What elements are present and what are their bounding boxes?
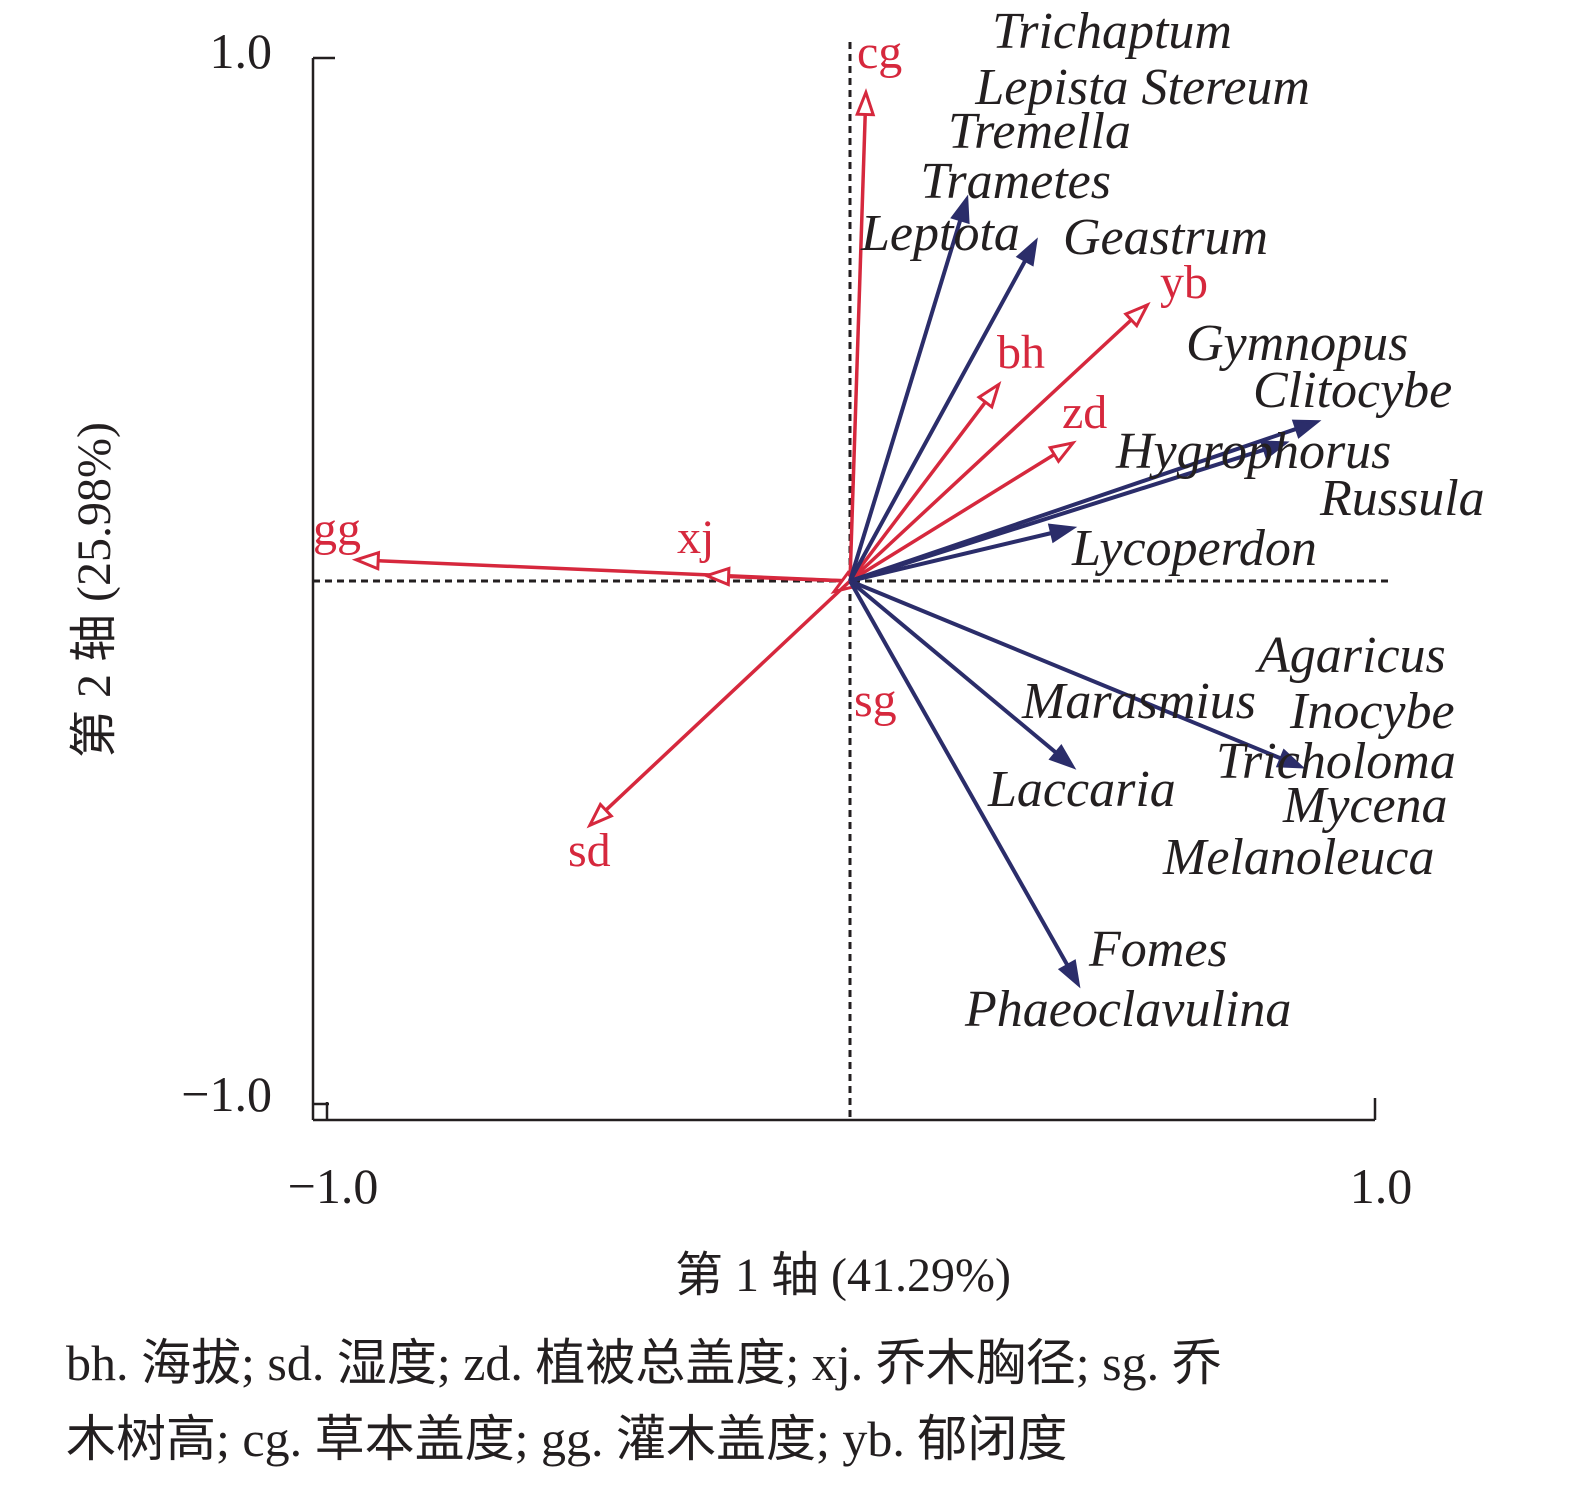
species-arrowhead-tricholoma bbox=[1275, 748, 1306, 769]
species-label: Russula bbox=[1319, 470, 1485, 527]
species-label: Phaeoclavulina bbox=[964, 981, 1291, 1038]
x-tick-label: −1.0 bbox=[288, 1158, 379, 1214]
species-label: Mycena bbox=[1282, 777, 1448, 834]
env-arrowhead-sd bbox=[586, 801, 614, 829]
species-arrowhead-hygrophorus bbox=[1259, 440, 1290, 460]
env-shaft-cg bbox=[848, 114, 867, 582]
species-arrowhead-clitocybe bbox=[1291, 419, 1322, 439]
y-tick-label: −1.0 bbox=[181, 1066, 272, 1122]
species-arrow-laccaria bbox=[848, 579, 1077, 770]
env-arrowhead-gg bbox=[351, 550, 381, 571]
species-label: Laccaria bbox=[987, 761, 1176, 818]
species-label: Hygrophorus bbox=[1115, 423, 1391, 480]
species-arrow-lycoperdon bbox=[849, 523, 1078, 583]
env-arrow-sd bbox=[586, 579, 852, 829]
species-label: Geastrum bbox=[1063, 209, 1268, 266]
env-arrow-bh bbox=[848, 381, 1002, 583]
env-label-yb: yb bbox=[1160, 256, 1208, 309]
species-arrow-tricholoma bbox=[849, 579, 1306, 769]
env-shaft-zd bbox=[849, 453, 1056, 583]
caption-line-1: bh. 海拔; sd. 湿度; zd. 植被总盖度; xj. 乔木胸径; sg.… bbox=[66, 1335, 1222, 1391]
species-arrow-geastrum bbox=[848, 237, 1038, 582]
species-label: Melanoleuca bbox=[1162, 829, 1434, 886]
y-tick-label: 1.0 bbox=[210, 23, 273, 79]
figure-caption: bh. 海拔; sd. 湿度; zd. 植被总盖度; xj. 乔木胸径; sg.… bbox=[66, 1325, 1516, 1477]
env-label-sd: sd bbox=[568, 824, 611, 877]
species-label: Lepista Stereum bbox=[974, 59, 1310, 116]
species-shaft-leptota bbox=[848, 219, 963, 582]
env-label-sg: sg bbox=[854, 674, 897, 727]
env-label-xj: xj bbox=[677, 511, 714, 564]
species-label: Trametes bbox=[920, 153, 1111, 210]
env-label-bh: bh bbox=[997, 326, 1045, 379]
species-vectors bbox=[848, 194, 1322, 989]
species-arrowhead-laccaria bbox=[1048, 743, 1077, 770]
chart-labels: 1.0 −1.0 −1.0 1.0 第 1 轴 (41.29%) 第 2 轴 (25.98… bbox=[68, 3, 1485, 1302]
x-axis-title: 第 1 轴 (41.29%) bbox=[675, 1249, 1011, 1302]
env-shaft-yb bbox=[848, 318, 1133, 583]
plot-frame bbox=[311, 42, 1390, 1122]
species-shaft-laccaria bbox=[848, 579, 1058, 755]
env-label-cg: cg bbox=[857, 26, 902, 79]
species-label: Tricholoma bbox=[1216, 733, 1456, 790]
species-arrow-fomes bbox=[848, 580, 1081, 989]
species-shaft-hygrophorus bbox=[849, 447, 1266, 583]
env-arrowhead-xj bbox=[702, 566, 731, 587]
env-shaft-bh bbox=[848, 401, 987, 583]
env-arrowhead-cg bbox=[855, 88, 876, 117]
species-shaft-lycoperdon bbox=[849, 531, 1053, 583]
species-label: Lycoperdon bbox=[1071, 520, 1317, 577]
env-arrowhead-yb bbox=[1123, 301, 1151, 329]
species-label: Leptota bbox=[860, 205, 1020, 262]
env-label-gg: gg bbox=[313, 503, 361, 556]
env-arrow-cg bbox=[848, 88, 876, 582]
species-label: Marasmius bbox=[1021, 673, 1256, 730]
species-shaft-fomes bbox=[848, 580, 1070, 967]
species-arrowhead-geastrum bbox=[1015, 237, 1038, 267]
species-label: Gymnopus bbox=[1186, 315, 1408, 372]
y-axis-title: 第 2 轴 (25.98%) bbox=[68, 422, 121, 758]
species-label: Tremella bbox=[948, 103, 1131, 160]
species-shaft-geastrum bbox=[848, 259, 1028, 582]
env-shaft-sd bbox=[604, 579, 852, 812]
x-tick-label: 1.0 bbox=[1350, 1158, 1413, 1214]
species-label: Agaricus bbox=[1255, 627, 1446, 684]
species-arrow-leptota bbox=[848, 194, 970, 582]
species-arrow-hygrophorus bbox=[849, 440, 1290, 583]
species-label: Fomes bbox=[1088, 921, 1228, 978]
environment-vectors bbox=[351, 88, 1151, 829]
species-arrowhead-fomes bbox=[1057, 959, 1081, 989]
species-arrowhead-lycoperdon bbox=[1047, 523, 1078, 544]
caption-line-2: 木树高; cg. 草本盖度; gg. 灌木盖度; yb. 郁闭度 bbox=[66, 1411, 1068, 1467]
env-shaft-xj bbox=[728, 574, 851, 583]
species-label: Trichaptum bbox=[992, 3, 1232, 60]
env-label-zd: zd bbox=[1062, 386, 1107, 439]
env-arrowhead-bh bbox=[976, 381, 1002, 410]
env-arrow-yb bbox=[848, 301, 1151, 583]
species-label: Inocybe bbox=[1289, 683, 1455, 740]
species-shaft-tricholoma bbox=[849, 579, 1282, 761]
env-arrow-zd bbox=[849, 440, 1077, 583]
env-arrow-xj bbox=[702, 566, 851, 587]
env-arrowhead-zd bbox=[1047, 440, 1077, 464]
species-arrowhead-leptota bbox=[950, 194, 970, 225]
species-label: Clitocybe bbox=[1253, 362, 1452, 419]
